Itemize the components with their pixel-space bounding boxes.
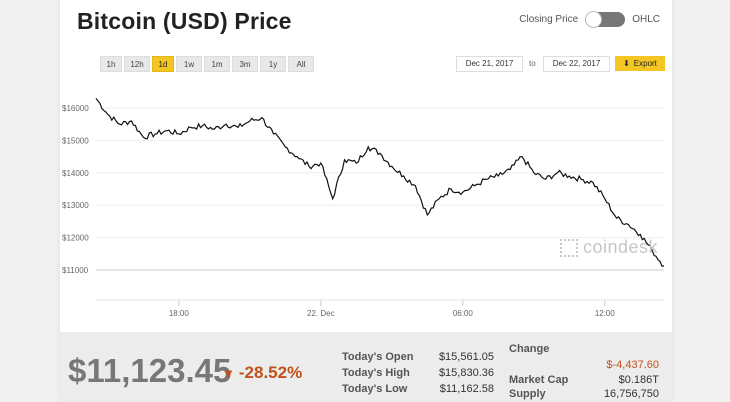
export-button[interactable]: ⬇ Export xyxy=(615,56,665,71)
ohlc-label: OHLC xyxy=(632,14,660,25)
today-stats: Today's Open $15,561.05 Today's High $15,8… xyxy=(342,349,494,397)
range-button-3m[interactable]: 3m xyxy=(232,56,258,72)
range-button-1d[interactable]: 1d xyxy=(152,56,174,72)
range-button-12h[interactable]: 12h xyxy=(124,56,150,72)
change-percent-value: -28.52% xyxy=(238,363,303,382)
toggle-knob[interactable] xyxy=(585,11,603,28)
range-button-1h[interactable]: 1h xyxy=(100,56,122,72)
market-cap-label: Market Cap xyxy=(509,374,569,386)
coindesk-logo: coindesk xyxy=(560,237,658,258)
range-button-1w[interactable]: 1w xyxy=(176,56,202,72)
closing-price-label: Closing Price xyxy=(519,14,579,25)
x-tick-label: 22. Dec xyxy=(307,309,335,318)
down-triangle-icon: ▼ xyxy=(222,365,235,381)
x-tick-label: 12:00 xyxy=(595,309,616,318)
market-stats: Change $-4,437.60 Market Cap $0.186T Sup… xyxy=(509,343,659,402)
range-selector: 1h 12h 1d 1w 1m 3m 1y All xyxy=(100,56,314,72)
stat-label: Today's Open xyxy=(342,351,414,363)
x-tick-label: 06:00 xyxy=(453,309,474,318)
supply-value: 16,756,750 xyxy=(603,388,659,400)
stat-row: Today's Open $15,561.05 xyxy=(342,349,494,365)
chart-mode-toggle-row: Closing Price OHLC xyxy=(519,11,660,28)
chart-mode-toggle[interactable] xyxy=(585,11,626,28)
stat-label: Today's High xyxy=(342,367,410,379)
start-date-input[interactable]: Dec 21, 2017 xyxy=(456,56,523,72)
supply-row: Supply 16,756,750 xyxy=(509,388,659,402)
supply-label: Supply xyxy=(509,388,546,400)
change-label: Change xyxy=(509,343,550,355)
range-button-1m[interactable]: 1m xyxy=(204,56,230,72)
export-label: Export xyxy=(633,59,657,68)
coindesk-mark-icon xyxy=(560,238,578,257)
y-tick-label: $16000 xyxy=(62,104,89,113)
market-cap-value: $0.186T xyxy=(618,374,659,386)
y-tick-label: $12000 xyxy=(62,234,89,243)
price-line xyxy=(95,97,665,267)
y-tick-label: $11000 xyxy=(62,266,89,275)
stat-value: $15,830.36 xyxy=(438,367,494,379)
y-tick-label: $14000 xyxy=(62,169,89,178)
current-price: $11,123.45 xyxy=(68,352,232,389)
change-percent: ▼ -28.52% xyxy=(222,363,302,383)
stat-row: Today's Low $11,162.58 xyxy=(342,381,494,397)
date-separator: to xyxy=(529,59,536,68)
coindesk-wordmark: coindesk xyxy=(583,237,659,257)
market-cap-row: Market Cap $0.186T xyxy=(509,374,659,388)
end-date-input[interactable]: Dec 22, 2017 xyxy=(543,56,610,72)
page-title: Bitcoin (USD) Price xyxy=(77,8,292,34)
stat-value: $15,561.05 xyxy=(438,351,494,363)
x-tick-label: 18:00 xyxy=(169,309,190,318)
range-button-1y[interactable]: 1y xyxy=(260,56,286,72)
range-button-all[interactable]: All xyxy=(288,56,314,72)
y-tick-label: $13000 xyxy=(62,201,89,210)
summary-bar xyxy=(60,332,672,400)
change-value: $-4,437.60 xyxy=(606,359,659,371)
y-tick-label: $15000 xyxy=(62,136,89,145)
stat-value: $11,162.58 xyxy=(439,383,494,395)
stat-label: Today's Low xyxy=(342,383,408,395)
stat-row: Today's High $15,830.36 xyxy=(342,365,494,381)
download-icon: ⬇ xyxy=(623,59,630,68)
